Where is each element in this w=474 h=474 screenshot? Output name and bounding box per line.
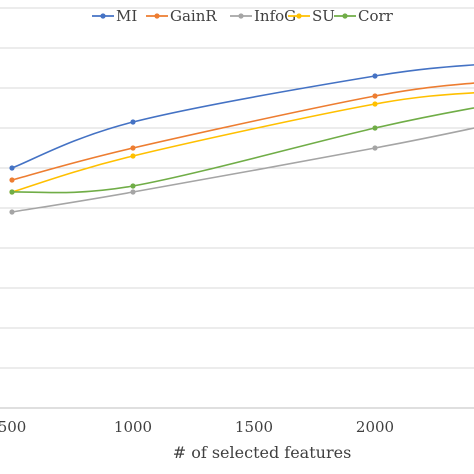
x-tick-labels: 500 1000 1500 2000 (0, 418, 394, 436)
legend-marker-mi (100, 13, 106, 19)
data-point-mi (372, 73, 378, 79)
x-tick-label: 2000 (356, 418, 394, 436)
data-point-infog (9, 209, 15, 215)
series-lines (9, 64, 474, 215)
data-point-corr (9, 189, 15, 195)
data-point-corr (130, 183, 136, 189)
legend-marker-corr (342, 13, 348, 19)
data-point-infog (130, 189, 136, 195)
x-tick-label: 500 (0, 418, 26, 436)
data-point-corr (372, 125, 378, 131)
x-axis-title: # of selected features (173, 443, 352, 462)
data-point-mi (9, 165, 15, 171)
series-line-mi (11, 64, 474, 169)
legend-label-corr: Corr (358, 7, 394, 25)
data-point-gainr (372, 93, 378, 99)
x-tick-label: 1500 (235, 418, 273, 436)
data-point-su (130, 153, 136, 159)
data-point-gainr (9, 177, 15, 183)
legend-label-mi: MI (116, 7, 137, 25)
legend-label-infog: InfoG (254, 7, 296, 25)
legend-label-su: SU (312, 7, 335, 25)
data-point-mi (130, 119, 136, 125)
data-point-gainr (130, 145, 136, 151)
series-line-infog (11, 127, 474, 213)
legend: MI GainR InfoG SU Corr (92, 7, 394, 25)
legend-marker-infog (238, 13, 244, 19)
data-point-infog (372, 145, 378, 151)
data-point-su (372, 101, 378, 107)
legend-marker-gainr (154, 13, 160, 19)
legend-marker-su (296, 13, 302, 19)
x-tick-label: 1000 (114, 418, 152, 436)
series-line-corr (11, 107, 474, 194)
gridlines (0, 7, 474, 409)
series-line-su (11, 92, 474, 193)
series-line-gainr (11, 82, 474, 181)
legend-label-gainr: GainR (170, 7, 217, 25)
